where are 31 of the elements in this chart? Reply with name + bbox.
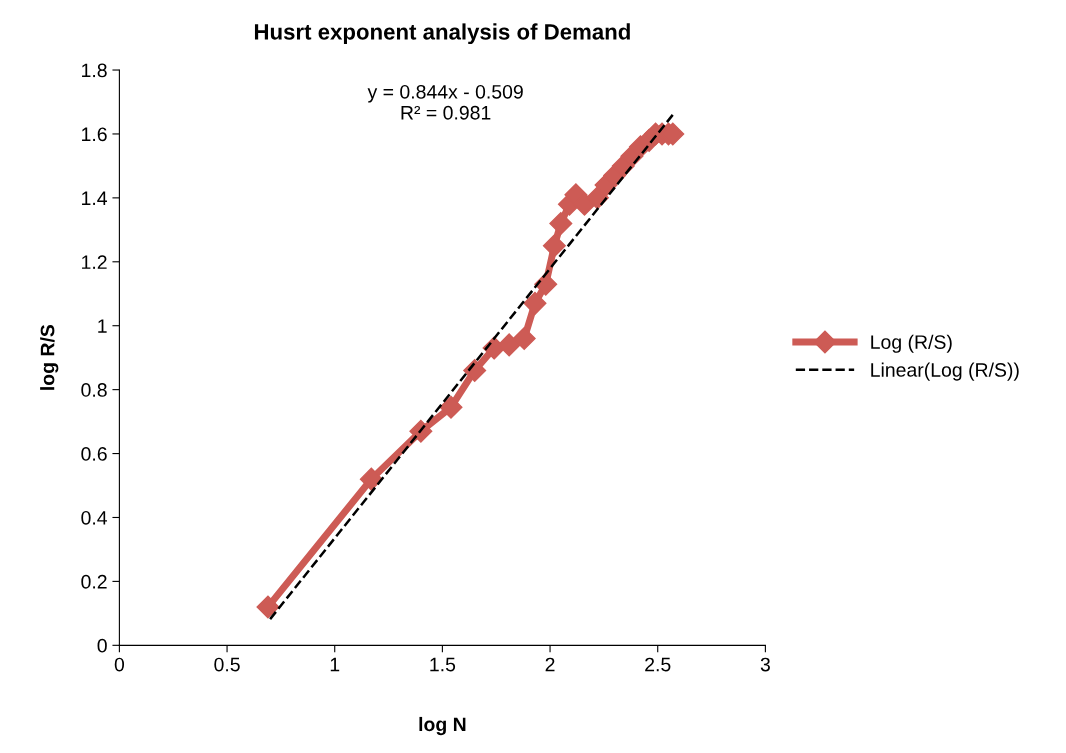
x-tick-label: 3 [760,657,770,672]
y-tick-label: 1.2 [82,255,107,269]
x-tick-label: 1 [330,657,340,672]
legend-label: Log (R/S) [871,334,952,353]
legend-label: Linear(Log (R/S)) [871,362,1019,381]
x-tick-label: 2.5 [645,657,671,672]
annotation: y = 0.844x - 0.509 R² = 0.981 [367,84,523,120]
point [497,333,521,357]
y-tick-label: 0.8 [81,383,107,397]
x-tick-label: 1.5 [430,657,456,672]
y-tick-label: 0.6 [81,447,107,461]
point [359,467,383,491]
point [439,395,463,419]
point [542,234,566,258]
x-tick-label: 2 [545,657,555,672]
y-tick-label: 0 [97,638,107,653]
x-tick-label: 0.5 [214,657,240,672]
y-tick-label: 1.4 [82,191,108,205]
y-tick-label: 0.2 [81,574,107,589]
y-tick-label: 1.8 [82,63,107,78]
y-tick-label: 1 [98,319,107,333]
y-tick-label: 0.4 [81,510,108,525]
x-tick-label: 0 [114,657,125,672]
point [256,595,280,619]
point [549,211,573,235]
point [523,291,547,315]
y-tick-label: 1.6 [82,127,107,142]
point [512,327,536,350]
x-axis-title: log N [419,716,466,736]
chart-title: Husrt exponent analysis of Demand [254,23,630,45]
y-axis-title: log R/S [40,324,59,390]
